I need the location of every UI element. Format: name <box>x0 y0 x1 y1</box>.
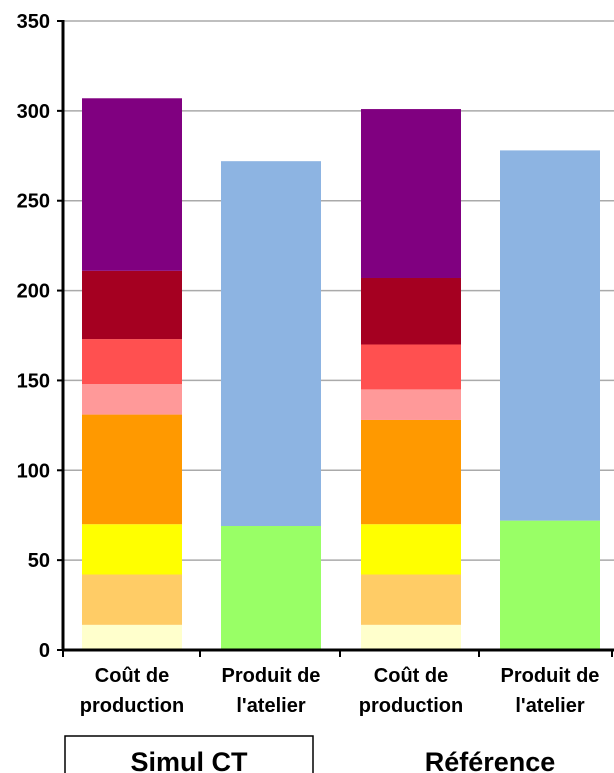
bar-segment <box>82 98 182 271</box>
category-label: Coût de <box>374 665 448 687</box>
bar-segment <box>500 520 600 650</box>
group-label: Simul CT <box>130 747 248 773</box>
y-tick-label: 300 <box>17 101 50 123</box>
bars <box>82 98 600 650</box>
category-label: l'atelier <box>515 695 584 717</box>
bar-segment <box>361 624 461 650</box>
y-tick-label: 200 <box>17 281 50 303</box>
bar-segment <box>221 161 321 526</box>
category-label: Produit de <box>501 665 600 687</box>
group-label-box <box>64 735 314 773</box>
bar-segment <box>82 414 182 525</box>
bar-segment <box>361 344 461 390</box>
group-label: Référence <box>425 747 556 773</box>
bar-segment <box>361 419 461 525</box>
y-tick-label: 50 <box>28 550 50 572</box>
bar-segment <box>82 384 182 415</box>
y-tick-labels: 0 50 100 150 200 250 300 350 <box>17 11 50 662</box>
y-tick-label: 250 <box>17 191 50 213</box>
y-tick-label: 0 <box>39 640 50 662</box>
y-tick-label: 150 <box>17 370 50 392</box>
bar-segment <box>82 574 182 625</box>
category-label: Coût de <box>95 665 169 687</box>
y-tick-label: 350 <box>17 11 50 33</box>
bar-segment <box>82 524 182 575</box>
category-labels: Coût de production Produit de l'atelier Coût… <box>80 665 600 717</box>
bar-segment <box>221 525 321 650</box>
y-tick-label: 100 <box>17 460 50 482</box>
bar-segment <box>500 150 600 521</box>
bar-segment <box>361 109 461 278</box>
bar-segment <box>82 624 182 650</box>
category-label: production <box>359 695 463 717</box>
bar-segment <box>361 574 461 625</box>
category-label: production <box>80 695 184 717</box>
bar-segment <box>361 277 461 345</box>
bar-segment <box>82 270 182 340</box>
category-label: Produit de <box>222 665 321 687</box>
category-label: l'atelier <box>236 695 305 717</box>
bar-segment <box>361 389 461 420</box>
bar-segment <box>82 339 182 385</box>
axes <box>57 20 614 657</box>
bar-segment <box>361 524 461 575</box>
group-labels: Simul CT Référence <box>64 735 556 773</box>
